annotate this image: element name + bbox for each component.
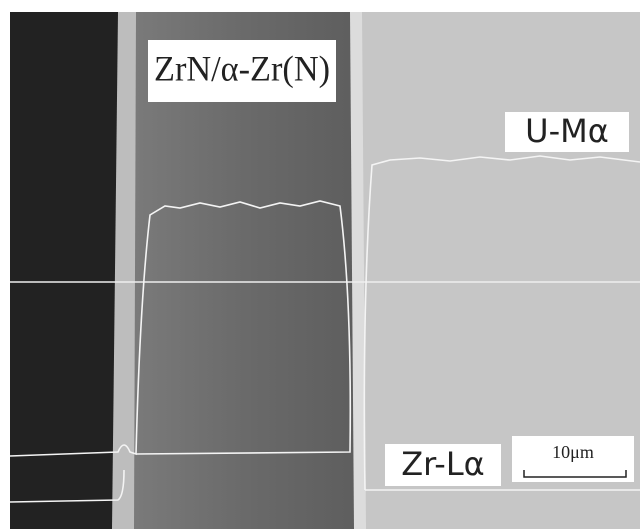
micrograph: ZrN/α-Zr(N) U-Mα Zr-Lα 10μm xyxy=(0,0,640,529)
page: ZrN/α-Zr(N) U-Mα Zr-Lα 10μm (() => { con… xyxy=(0,0,640,529)
dark-region xyxy=(10,12,122,529)
layer-label: ZrN/α-Zr(N) xyxy=(154,48,330,88)
u-label: U-Mα xyxy=(525,112,609,150)
scale-label: 10μm xyxy=(552,442,594,462)
zr-label: Zr-Lα xyxy=(401,445,485,483)
